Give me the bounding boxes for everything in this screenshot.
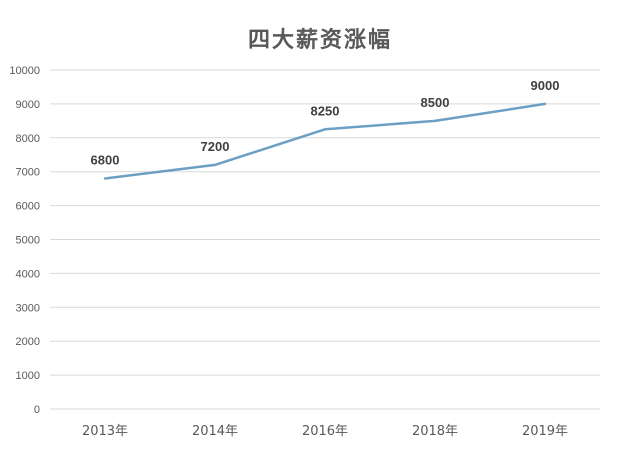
- y-tick-label: 6000: [16, 201, 40, 213]
- y-axis-tick-labels: 0 1000 2000 3000 4000 5000 6000 7000 8000 9000 100…: [9, 65, 40, 416]
- x-tick-label: 2014年: [192, 424, 238, 439]
- data-label: 9000: [531, 78, 560, 93]
- y-tick-label: 10000: [9, 65, 40, 77]
- x-tick-label: 2013年: [82, 424, 128, 439]
- x-axis-tick-labels: 2013年 2014年 2016年 2018年 2019年: [82, 424, 568, 439]
- y-tick-label: 5000: [16, 235, 40, 247]
- x-tick-label: 2018年: [412, 424, 458, 439]
- data-label: 7200: [201, 139, 230, 154]
- grid-lines: [50, 69, 600, 410]
- data-label: 6800: [91, 152, 120, 167]
- y-tick-label: 1000: [16, 370, 40, 382]
- y-tick-label: 7000: [16, 167, 40, 179]
- y-tick-label: 0: [34, 404, 40, 416]
- data-label: 8500: [421, 95, 450, 110]
- y-tick-label: 2000: [16, 336, 40, 348]
- x-tick-label: 2019年: [522, 424, 568, 439]
- y-tick-label: 4000: [16, 268, 40, 280]
- y-tick-label: 3000: [16, 302, 40, 314]
- series-line: [103, 102, 547, 180]
- data-label: 8250: [311, 103, 340, 118]
- y-tick-label: 8000: [16, 133, 40, 145]
- chart-title: 四大薪资涨幅: [247, 28, 392, 53]
- data-labels: 6800 7200 8250 8500 9000: [91, 78, 560, 168]
- y-tick-label: 9000: [16, 99, 40, 111]
- x-tick-label: 2016年: [302, 424, 348, 439]
- series-layer: [103, 102, 547, 180]
